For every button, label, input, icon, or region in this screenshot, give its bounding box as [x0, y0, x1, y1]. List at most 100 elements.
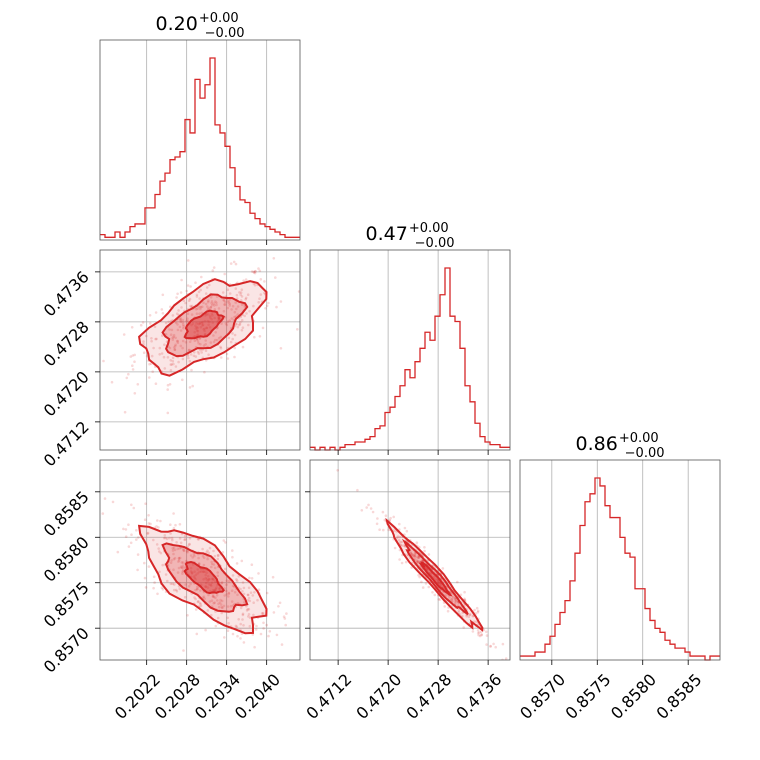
sample-point [171, 356, 175, 360]
sample-point [375, 522, 379, 526]
sample-point [172, 335, 175, 339]
sample-point [133, 353, 136, 357]
sample-point [195, 295, 199, 298]
sample-point [265, 304, 269, 308]
sample-point [223, 594, 226, 597]
sample-point [164, 321, 168, 325]
sample-point [199, 326, 203, 329]
sample-point [227, 595, 230, 598]
sample-point [182, 325, 185, 328]
sample-point [228, 304, 231, 307]
panel-hist-0 [100, 40, 300, 240]
sample-point [206, 305, 209, 308]
sample-point [158, 550, 161, 553]
sample-point [170, 559, 173, 562]
sample-point [230, 317, 234, 320]
sample-point [371, 510, 375, 514]
sample-point [204, 314, 207, 317]
sample-point [189, 353, 193, 356]
sample-point [220, 581, 224, 584]
sample-point [242, 624, 245, 627]
sample-point [236, 313, 239, 316]
sample-point [200, 321, 204, 325]
sample-point [239, 321, 242, 324]
sample-point [210, 565, 213, 569]
sample-point [231, 574, 235, 577]
sample-point [476, 631, 480, 635]
sample-point [212, 334, 215, 337]
sample-point [152, 586, 155, 590]
sample-point [198, 312, 201, 316]
sample-point [239, 299, 243, 302]
sample-point [172, 588, 176, 592]
sample-point [246, 599, 250, 602]
sample-point [153, 581, 156, 584]
sample-point [208, 578, 211, 581]
sample-point [448, 595, 451, 599]
sample-point [131, 354, 135, 357]
contour-level-1 [138, 278, 268, 377]
sample-point [265, 591, 269, 595]
sample-point [160, 308, 164, 311]
sample-point [227, 301, 230, 304]
sample-point [249, 591, 253, 594]
sample-point [188, 386, 192, 389]
sample-point [173, 556, 177, 560]
sample-point [206, 557, 209, 561]
sample-point [451, 599, 454, 603]
sample-point [223, 272, 226, 276]
sample-point [187, 299, 191, 303]
sample-point [392, 515, 396, 519]
sample-point [395, 536, 399, 540]
sample-point [136, 553, 140, 556]
sample-point [244, 278, 248, 281]
sample-point [478, 634, 482, 638]
sample-point [405, 529, 409, 533]
sample-point [204, 573, 207, 577]
sample-point [181, 548, 185, 551]
sample-point [184, 341, 188, 344]
sample-point [437, 581, 440, 584]
sample-point [254, 269, 257, 273]
sample-point [365, 506, 369, 509]
sample-point [215, 301, 218, 305]
sample-point [192, 575, 196, 578]
sample-point [209, 584, 213, 587]
sample-point [227, 622, 230, 625]
sample-point [168, 383, 172, 386]
panel-frame [309, 459, 511, 661]
sample-point [204, 349, 208, 353]
sample-point [261, 611, 265, 615]
sample-point [412, 554, 415, 557]
sample-point [250, 270, 254, 273]
sample-point [436, 580, 440, 583]
sample-point [279, 300, 283, 303]
sample-point [296, 328, 299, 331]
sample-point [188, 359, 192, 363]
sample-point [176, 292, 179, 296]
sample-point [154, 337, 157, 341]
y-tick-label: 0.8585 [40, 487, 93, 540]
sample-point [427, 585, 431, 589]
sample-point [182, 299, 186, 303]
sample-point [393, 529, 396, 532]
sample-point [228, 292, 232, 295]
sample-point [208, 326, 212, 329]
sample-point [174, 343, 177, 347]
sample-point [186, 312, 190, 316]
sample-point [205, 551, 208, 554]
sample-point [401, 544, 405, 547]
sample-point [451, 595, 455, 599]
sample-point [203, 327, 206, 331]
sample-point [196, 340, 200, 343]
sample-point [155, 543, 159, 546]
sample-point [171, 338, 175, 341]
sample-point [210, 312, 214, 316]
sample-point [480, 633, 484, 636]
sample-point [235, 307, 238, 311]
sample-point [245, 312, 248, 315]
sample-point [239, 622, 242, 626]
sample-point [177, 557, 181, 560]
sample-point [196, 568, 199, 571]
histogram-steps [520, 477, 720, 661]
